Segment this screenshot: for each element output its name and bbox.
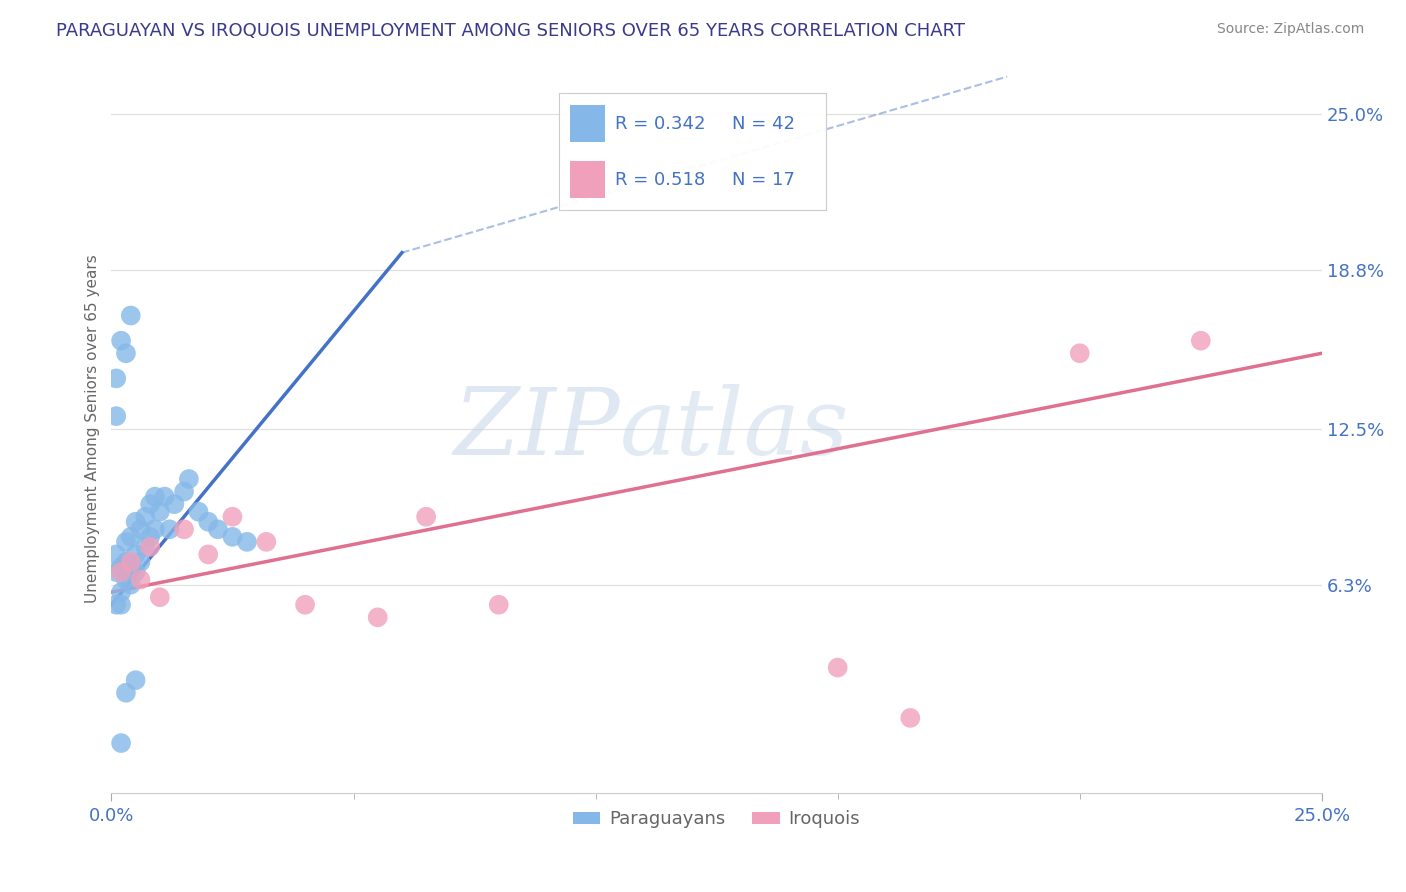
- Point: [110, 560, 132, 574]
- Point: [105, 565, 128, 579]
- Point: [415, 509, 437, 524]
- Point: [149, 505, 172, 519]
- Point: [110, 334, 132, 348]
- Point: [115, 346, 138, 360]
- Point: [124, 673, 146, 688]
- Text: Source: ZipAtlas.com: Source: ZipAtlas.com: [1216, 22, 1364, 37]
- Point: [115, 555, 138, 569]
- Text: ZIP: ZIP: [453, 384, 620, 474]
- Point: [129, 573, 152, 587]
- Point: [827, 660, 849, 674]
- Point: [149, 591, 172, 605]
- Point: [294, 598, 316, 612]
- Point: [115, 573, 138, 587]
- Point: [134, 509, 156, 524]
- Point: [488, 598, 510, 612]
- Point: [1069, 346, 1091, 360]
- Point: [105, 371, 128, 385]
- Point: [105, 548, 128, 562]
- Point: [124, 548, 146, 562]
- Point: [124, 515, 146, 529]
- Point: [159, 522, 181, 536]
- Point: [139, 497, 162, 511]
- Point: [105, 409, 128, 424]
- Point: [105, 598, 128, 612]
- Point: [134, 540, 156, 554]
- Point: [115, 534, 138, 549]
- Point: [187, 505, 209, 519]
- Point: [197, 515, 219, 529]
- Point: [173, 522, 195, 536]
- Point: [177, 472, 200, 486]
- Point: [367, 610, 389, 624]
- Point: [221, 509, 243, 524]
- Text: PARAGUAYAN VS IROQUOIS UNEMPLOYMENT AMONG SENIORS OVER 65 YEARS CORRELATION CHAR: PARAGUAYAN VS IROQUOIS UNEMPLOYMENT AMON…: [56, 22, 966, 40]
- Y-axis label: Unemployment Among Seniors over 65 years: Unemployment Among Seniors over 65 years: [86, 254, 100, 603]
- Point: [197, 548, 219, 562]
- Point: [115, 686, 138, 700]
- Point: [173, 484, 195, 499]
- Point: [207, 522, 229, 536]
- Point: [163, 497, 186, 511]
- Point: [143, 490, 166, 504]
- Point: [139, 530, 162, 544]
- Point: [129, 555, 152, 569]
- Point: [153, 490, 176, 504]
- Point: [221, 530, 243, 544]
- Point: [139, 540, 162, 554]
- Point: [236, 534, 259, 549]
- Point: [120, 309, 142, 323]
- Point: [898, 711, 921, 725]
- Point: [110, 598, 132, 612]
- Point: [110, 585, 132, 599]
- Legend: Paraguayans, Iroquois: Paraguayans, Iroquois: [565, 803, 868, 836]
- Point: [120, 577, 142, 591]
- Point: [124, 565, 146, 579]
- Point: [120, 555, 142, 569]
- Point: [254, 534, 277, 549]
- Point: [110, 736, 132, 750]
- Point: [1189, 334, 1212, 348]
- Point: [143, 522, 166, 536]
- Point: [129, 522, 152, 536]
- Point: [110, 565, 132, 579]
- Text: atlas: atlas: [620, 384, 849, 474]
- Point: [120, 560, 142, 574]
- Point: [120, 530, 142, 544]
